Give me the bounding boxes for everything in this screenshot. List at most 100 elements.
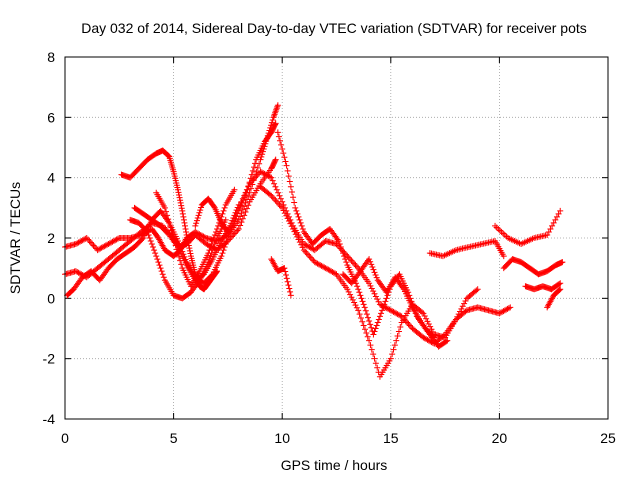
data-point <box>366 280 373 287</box>
data-point <box>268 119 275 126</box>
data-point <box>232 209 239 216</box>
data-point <box>241 192 248 199</box>
data-point <box>214 225 221 232</box>
data-point <box>559 259 566 266</box>
data-point <box>427 323 434 330</box>
data-point <box>352 302 359 309</box>
data-point <box>300 247 307 254</box>
data-point <box>371 269 378 276</box>
data-point <box>279 198 286 205</box>
series-track-17 <box>522 280 564 293</box>
data-point <box>272 157 279 164</box>
x-tick-label: 25 <box>600 430 616 446</box>
data-point <box>458 305 465 312</box>
data-point <box>459 303 466 310</box>
data-point <box>303 250 310 257</box>
data-point <box>187 250 194 257</box>
data-point <box>224 227 231 234</box>
data-point <box>272 156 279 163</box>
data-point <box>177 199 184 206</box>
data-point <box>196 209 203 216</box>
data-point <box>557 280 564 287</box>
data-point <box>157 265 164 272</box>
data-point <box>180 216 187 223</box>
data-point <box>165 216 172 223</box>
data-point <box>89 241 96 248</box>
data-point <box>269 194 276 201</box>
data-point <box>348 294 355 301</box>
data-point <box>154 256 161 263</box>
data-point <box>372 293 379 300</box>
data-point <box>474 286 481 293</box>
data-point <box>390 346 397 353</box>
data-point <box>379 307 386 314</box>
data-point <box>364 333 371 340</box>
data-point <box>179 207 186 214</box>
data-point <box>223 238 230 245</box>
data-point <box>372 325 379 332</box>
data-point <box>356 311 363 318</box>
data-point <box>210 235 217 241</box>
data-point <box>287 288 294 295</box>
data-point <box>368 346 375 353</box>
data-point <box>235 225 242 232</box>
data-point <box>352 262 359 269</box>
data-point <box>253 173 260 180</box>
data-point <box>158 268 165 275</box>
data-point <box>207 253 214 260</box>
data-point <box>287 292 294 299</box>
data-point <box>114 235 121 242</box>
data-point <box>219 210 226 217</box>
data-point <box>179 210 186 217</box>
data-point <box>397 323 404 330</box>
y-tick-label: -4 <box>43 411 56 427</box>
data-point <box>215 222 222 229</box>
data-point <box>254 164 261 171</box>
data-point <box>165 152 172 159</box>
data-point <box>181 219 188 226</box>
data-point <box>363 330 370 337</box>
data-point <box>378 310 385 317</box>
data-point <box>375 298 382 305</box>
data-point <box>273 198 280 205</box>
data-point <box>335 238 342 245</box>
data-point <box>461 300 468 307</box>
data-point <box>345 288 352 295</box>
data-point <box>360 301 367 308</box>
series-track-16 <box>500 256 566 278</box>
data-point <box>239 195 246 202</box>
data-point <box>288 223 295 230</box>
data-point <box>369 264 376 271</box>
data-point <box>360 322 367 329</box>
data-point <box>266 173 273 180</box>
data-point <box>347 291 354 298</box>
plot-frame <box>64 56 609 420</box>
data-point <box>304 251 311 258</box>
data-point <box>295 236 302 243</box>
data-point <box>178 261 185 268</box>
data-point <box>351 260 358 267</box>
data-point <box>349 259 356 266</box>
data-point <box>183 228 190 235</box>
data-point <box>371 355 378 362</box>
data-point <box>283 212 290 219</box>
data-point <box>208 241 215 248</box>
data-point <box>149 244 156 251</box>
data-point <box>292 204 299 211</box>
data-point <box>168 227 175 234</box>
data-point <box>507 304 514 311</box>
data-point <box>153 253 160 260</box>
data-point <box>234 227 241 234</box>
data-point <box>275 189 282 196</box>
data-point <box>206 256 213 263</box>
data-point <box>408 323 415 330</box>
data-point <box>186 245 193 252</box>
data-point <box>252 160 259 167</box>
data-point <box>373 322 380 329</box>
data-point <box>425 320 432 327</box>
data-point <box>371 290 378 297</box>
data-point <box>82 235 89 242</box>
data-point <box>164 212 171 219</box>
data-point <box>285 173 292 180</box>
data-point <box>291 228 298 235</box>
